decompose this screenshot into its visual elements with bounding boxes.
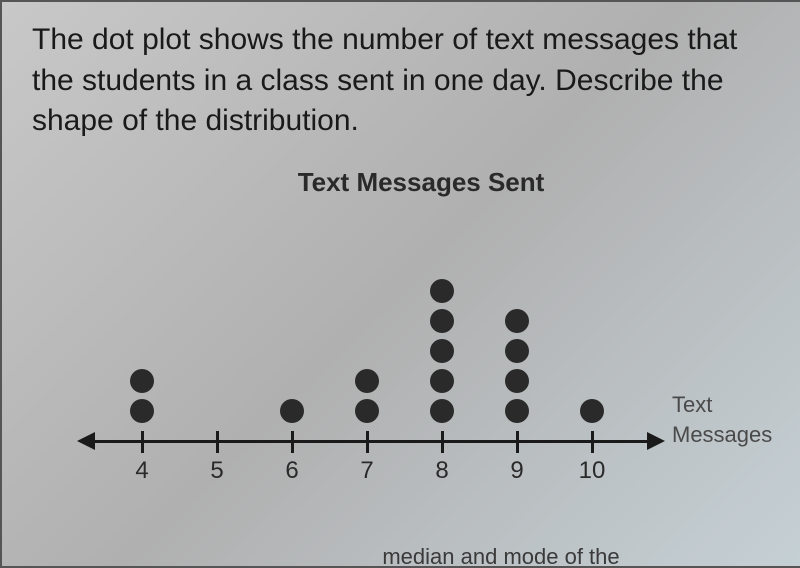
axis-label-line1: Text <box>672 392 712 418</box>
data-dot <box>505 369 529 393</box>
tick <box>441 431 444 453</box>
tick <box>366 431 369 453</box>
page-container: The dot plot shows the number of text me… <box>0 0 800 568</box>
data-dot <box>355 369 379 393</box>
tick-label: 10 <box>579 457 606 485</box>
chart-title: Text Messages Sent <box>72 167 770 198</box>
tick <box>291 431 294 453</box>
data-dot <box>355 399 379 423</box>
axis-label-line2: Messages <box>672 422 772 448</box>
data-dot <box>505 309 529 333</box>
tick-label: 7 <box>360 457 373 485</box>
data-dot <box>430 399 454 423</box>
question-text: The dot plot shows the number of text me… <box>32 20 770 142</box>
dot-plot-chart: Text Messages 45678910 <box>92 213 712 493</box>
data-dot <box>505 339 529 363</box>
data-dot <box>505 399 529 423</box>
data-dot <box>430 369 454 393</box>
tick-label: 4 <box>135 457 148 485</box>
data-dot <box>580 399 604 423</box>
x-axis-line <box>92 440 652 443</box>
cutoff-text: median and mode of the <box>2 544 800 566</box>
data-dot <box>130 399 154 423</box>
tick-label: 9 <box>510 457 523 485</box>
data-dot <box>130 369 154 393</box>
data-dot <box>280 399 304 423</box>
arrow-right-icon <box>647 432 665 450</box>
tick <box>591 431 594 453</box>
tick <box>516 431 519 453</box>
arrow-left-icon <box>77 432 95 450</box>
tick-label: 6 <box>285 457 298 485</box>
tick-label: 5 <box>210 457 223 485</box>
tick <box>141 431 144 453</box>
data-dot <box>430 309 454 333</box>
tick-label: 8 <box>435 457 448 485</box>
data-dot <box>430 279 454 303</box>
data-dot <box>430 339 454 363</box>
tick <box>216 431 219 453</box>
